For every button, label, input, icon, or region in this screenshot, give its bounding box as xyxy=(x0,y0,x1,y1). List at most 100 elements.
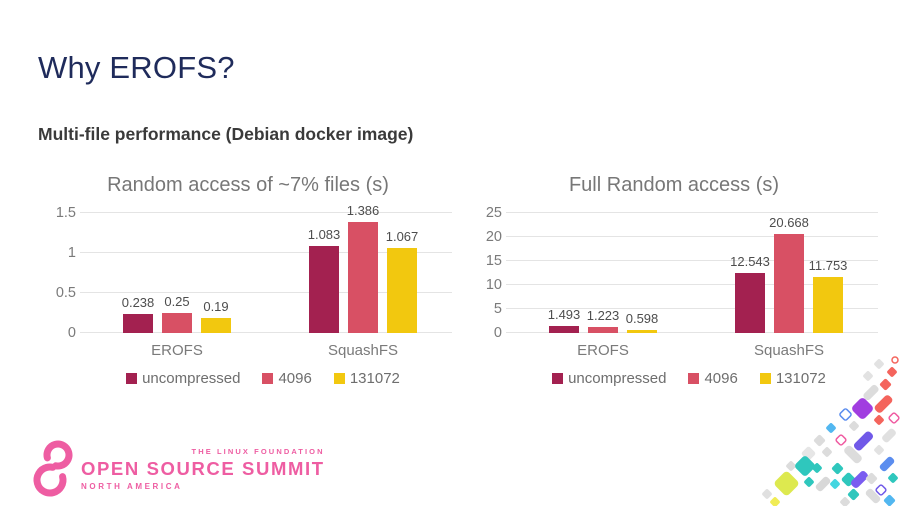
slide-title: Why EROFS? xyxy=(38,50,235,85)
gridline xyxy=(80,212,452,213)
bar xyxy=(387,247,417,333)
legend-item: 4096 xyxy=(262,370,312,387)
open-source-summit-logo: THE LINUX FOUNDATION OPEN SOURCE SUMMIT … xyxy=(31,440,325,498)
bar-wrap: 1.493 xyxy=(548,307,580,333)
x-axis-label: SquashFS xyxy=(753,342,825,359)
legend: uncompressed 4096 131072 xyxy=(40,370,456,387)
bar-wrap: 11.753 xyxy=(809,258,847,333)
legend-label: 4096 xyxy=(704,370,738,387)
y-axis: 0 0.5 1 1.5 xyxy=(40,205,76,341)
bar-groups: 1.493 1.223 0.598 12.543 20.668 11.753 xyxy=(510,213,882,333)
gridline xyxy=(80,252,452,253)
bar-value-label: 0.598 xyxy=(625,311,659,327)
legend-label: uncompressed xyxy=(142,370,241,387)
gridline xyxy=(506,236,878,237)
bar xyxy=(735,272,765,333)
legend-swatch xyxy=(759,373,771,384)
gridline xyxy=(80,292,452,293)
bar-group: 1.083 1.386 1.067 xyxy=(270,203,456,333)
y-axis-label: 15 xyxy=(485,253,502,269)
bar-value-label: 1.083 xyxy=(307,227,341,243)
legend-label: 4096 xyxy=(278,370,312,387)
plot: 0.238 0.25 0.19 1.083 1.386 1.067 xyxy=(80,203,456,333)
bar xyxy=(588,327,618,333)
chart-title: Random access of ~7% files (s) xyxy=(107,174,389,196)
bar-value-label: 0.25 xyxy=(164,294,190,309)
legend-label: uncompressed xyxy=(568,370,667,387)
oss-s-icon xyxy=(33,440,73,497)
bar-wrap: 20.668 xyxy=(769,215,809,333)
logo-north-america: NORTH AMERICA xyxy=(81,482,183,491)
bar-wrap: 0.25 xyxy=(162,294,192,333)
bar xyxy=(309,246,339,333)
bar xyxy=(123,313,153,333)
bar xyxy=(774,233,804,333)
bar-value-label: 11.753 xyxy=(808,257,848,273)
x-axis-label: EROFS xyxy=(151,342,203,359)
x-axis-label: EROFS xyxy=(577,342,629,359)
gridline xyxy=(506,332,878,333)
legend-item: uncompressed xyxy=(552,370,666,387)
gridline xyxy=(80,332,452,333)
bar-wrap: 1.083 xyxy=(308,227,340,333)
bar-value-label: 0.238 xyxy=(121,294,155,310)
oss-logo-text: THE LINUX FOUNDATION OPEN SOURCE SUMMIT … xyxy=(81,447,325,491)
bar-group: 12.543 20.668 11.753 xyxy=(696,213,882,333)
y-axis-label: 25 xyxy=(485,205,502,221)
slide-subtitle: Multi-file performance (Debian docker im… xyxy=(38,124,414,144)
y-axis-label: 20 xyxy=(485,229,502,245)
y-axis-label: 5 xyxy=(493,301,502,317)
legend-item: 131072 xyxy=(333,370,400,387)
charts-row: Random access of ~7% files (s) 0 0.5 1 1.5 0.… xyxy=(40,172,882,387)
bar-wrap: 1.386 xyxy=(347,203,379,333)
bar-group: 1.493 1.223 0.598 xyxy=(510,213,696,333)
bar-value-label: 1.067 xyxy=(385,228,419,244)
bar-wrap: 0.19 xyxy=(201,299,231,333)
y-axis-label: 0.5 xyxy=(55,285,76,301)
y-axis-label: 10 xyxy=(485,277,502,293)
bar xyxy=(549,325,579,333)
legend-swatch xyxy=(552,373,564,384)
y-axis-label: 0 xyxy=(67,325,76,341)
bar xyxy=(627,330,657,333)
bar-wrap: 1.067 xyxy=(386,229,418,333)
chart-title: Full Random access (s) xyxy=(568,174,780,196)
bar-value-label: 1.386 xyxy=(346,203,380,219)
bar-wrap: 0.598 xyxy=(626,311,658,333)
y-axis-label: 0 xyxy=(493,325,502,341)
gridline xyxy=(506,212,878,213)
legend-swatch xyxy=(126,373,138,384)
gridline xyxy=(506,284,878,285)
bar-wrap: 12.543 xyxy=(730,254,770,333)
legend-item: uncompressed xyxy=(126,370,240,387)
legend-swatch xyxy=(688,373,700,384)
bar xyxy=(348,222,378,333)
plot-area: 0 5 10 15 20 25 1.493 1.223 0.598 12.543 20.668 11.… xyxy=(466,205,882,341)
bar xyxy=(162,313,192,333)
x-axis: EROFS SquashFS xyxy=(466,342,882,359)
plot-area: 0 0.5 1 1.5 0.238 0.25 0.19 1.083 1.386 1.067 xyxy=(40,203,456,341)
logo-linux-foundation: THE LINUX FOUNDATION xyxy=(191,447,325,456)
decorative-corner-pattern xyxy=(762,356,900,506)
bar-group: 0.238 0.25 0.19 xyxy=(84,213,270,333)
bar-value-label: 12.543 xyxy=(730,253,770,269)
chart-full-random-access: Full Random access (s) 0 5 10 15 20 25 1.493 1.2… xyxy=(466,172,882,387)
plot: 1.493 1.223 0.598 12.543 20.668 11.753 xyxy=(506,212,882,333)
x-axis-label: SquashFS xyxy=(327,342,399,359)
legend-label: 131072 xyxy=(349,370,400,387)
bar xyxy=(813,276,843,333)
bar-value-label: 20.668 xyxy=(769,214,809,230)
bar xyxy=(201,317,231,333)
bar-value-label: 0.19 xyxy=(203,298,229,314)
gridline xyxy=(506,260,878,261)
bar-wrap: 0.238 xyxy=(122,295,154,333)
gridline xyxy=(506,308,878,309)
x-axis: EROFS SquashFS xyxy=(40,342,456,359)
y-axis-label: 1.5 xyxy=(55,205,76,221)
legend-item: 4096 xyxy=(688,370,738,387)
legend: uncompressed 4096 131072 xyxy=(466,370,882,387)
legend-label: 131072 xyxy=(775,370,826,387)
chart-random-access-7pct-files: Random access of ~7% files (s) 0 0.5 1 1.5 0.… xyxy=(40,172,456,387)
bar-wrap: 1.223 xyxy=(587,308,619,333)
legend-swatch xyxy=(262,373,274,384)
